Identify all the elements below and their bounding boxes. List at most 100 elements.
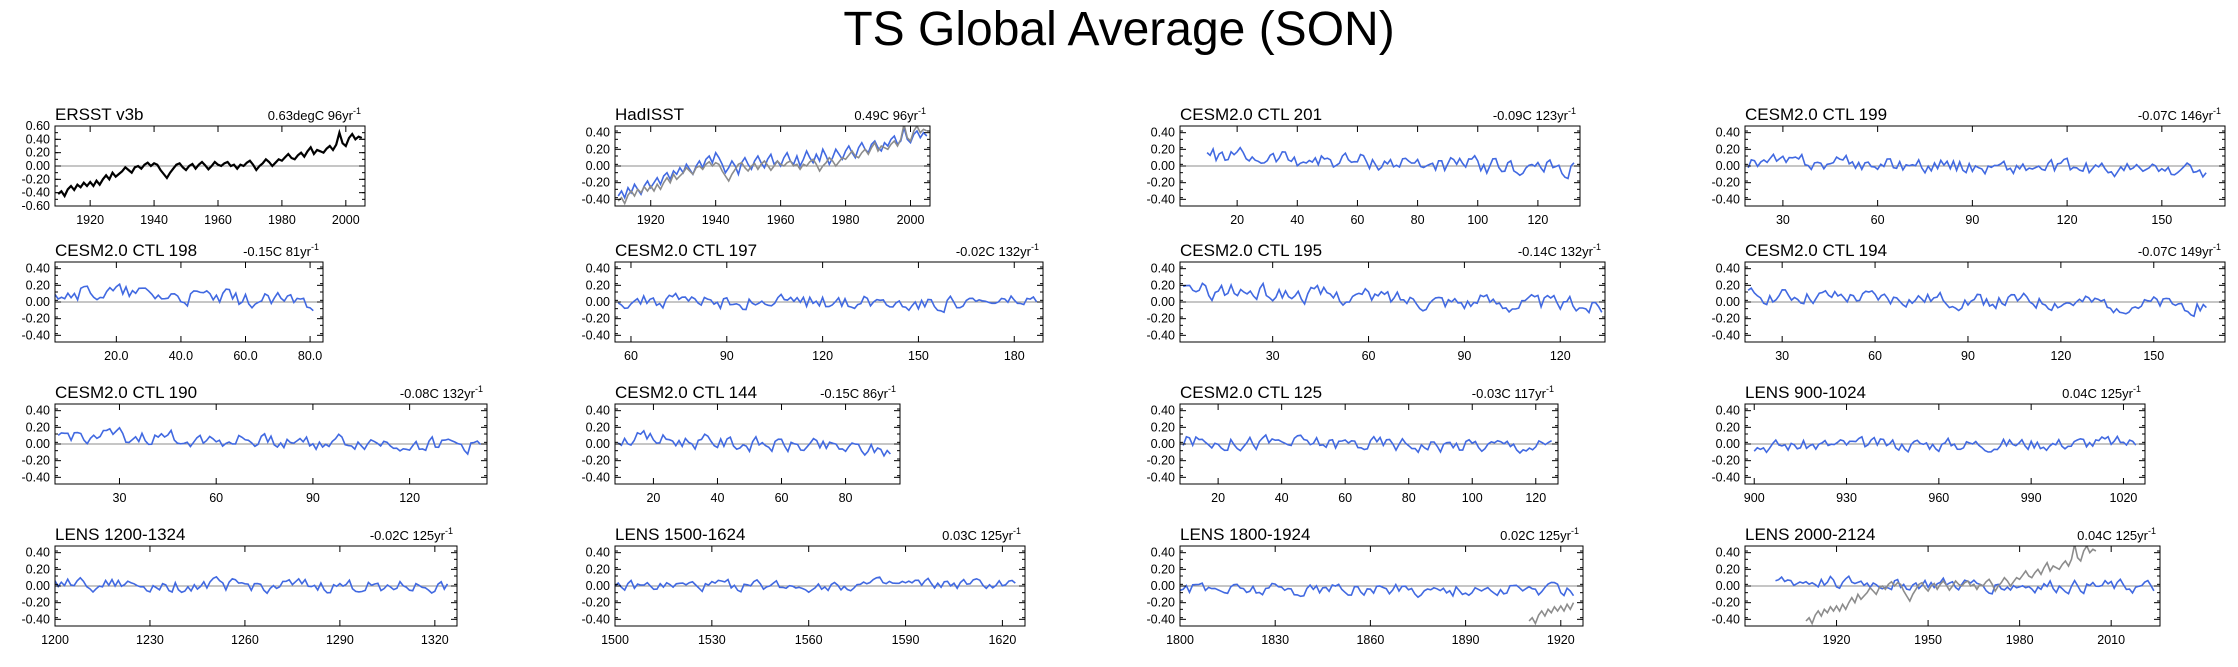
y-tick-label: -0.40 [1147, 192, 1176, 206]
x-tick-label: 90 [1961, 349, 1975, 363]
x-tick-label: 30 [1776, 213, 1790, 227]
y-tick-label: -0.40 [1147, 612, 1176, 626]
x-tick-label: 90 [720, 349, 734, 363]
x-tick-label: 120 [2050, 349, 2071, 363]
x-tick-label: 1960 [767, 213, 795, 227]
y-tick-label: -0.40 [1712, 192, 1741, 206]
x-tick-label: 1560 [795, 633, 823, 647]
x-tick-label: 20 [646, 491, 660, 505]
trend-unit-exponent: -1 [2213, 106, 2221, 116]
y-tick-label: -0.20 [22, 172, 51, 186]
y-tick-label: -0.40 [582, 612, 611, 626]
y-tick-label: 0.00 [1151, 579, 1175, 593]
panel-title: CESM2.0 CTL 198 [55, 241, 197, 260]
series-line [1528, 602, 1575, 626]
panel-title: CESM2.0 CTL 199 [1745, 105, 1887, 124]
x-tick-label: 60 [209, 491, 223, 505]
chart-panel: 0.40 0.20 0.00 -0.20 -0.40 1800 1830 1860 1890 19… [1147, 525, 1584, 647]
trend-unit-exponent: -1 [2213, 242, 2221, 252]
x-tick-label: 60 [1871, 213, 1885, 227]
y-tick-label: 0.00 [586, 579, 610, 593]
x-tick-label: 120 [399, 491, 420, 505]
trend-label: -0.15C 81yr-1 [243, 242, 319, 259]
x-tick-label: 60 [1868, 349, 1882, 363]
trend-unit-exponent: -1 [445, 526, 453, 536]
y-tick-label: 0.00 [1151, 295, 1175, 309]
x-tick-label: 150 [908, 349, 929, 363]
x-tick-label: 1200 [41, 633, 69, 647]
y-tick-label: -0.40 [1147, 328, 1176, 342]
series-line [617, 126, 928, 200]
x-tick-label: 80 [1402, 491, 1416, 505]
y-tick-label: 0.40 [1151, 404, 1175, 418]
panel-title: CESM2.0 CTL 195 [1180, 241, 1322, 260]
y-tick-label: -0.40 [582, 470, 611, 484]
x-tick-label: 1830 [1261, 633, 1289, 647]
series-line [1182, 433, 1552, 455]
x-tick-label: 1920 [1823, 633, 1851, 647]
y-tick-label: 0.20 [586, 142, 610, 156]
x-tick-label: 20 [1211, 491, 1225, 505]
x-tick-label: 1920 [76, 213, 104, 227]
x-tick-label: 1530 [698, 633, 726, 647]
y-tick-label: -0.60 [22, 199, 51, 213]
trend-label: 0.04C 125yr-1 [2077, 526, 2156, 543]
y-tick-label: -0.20 [1712, 454, 1741, 468]
x-tick-label: 1260 [231, 633, 259, 647]
y-tick-label: 0.20 [26, 420, 50, 434]
series-line [1206, 146, 1575, 180]
x-tick-label: 1500 [601, 633, 629, 647]
y-tick-label: 0.00 [26, 437, 50, 451]
y-tick-label: 0.20 [1151, 562, 1175, 576]
chart-panel: 0.600.400.200.00-0.20-0.40-0.60 1920 1940 1… [22, 105, 366, 227]
x-tick-label: 60 [1362, 349, 1376, 363]
y-tick-label: 0.00 [1151, 159, 1175, 173]
x-tick-label: 20 [1230, 213, 1244, 227]
series-line [1775, 575, 2155, 595]
y-tick-label: 0.20 [1716, 278, 1740, 292]
y-tick-label: 0.00 [1151, 437, 1175, 451]
x-tick-label: 1950 [1914, 633, 1942, 647]
x-tick-label: 80 [1411, 213, 1425, 227]
y-tick-label: 0.20 [586, 278, 610, 292]
y-tick-label: 0.00 [1716, 295, 1740, 309]
panel-title: LENS 1200-1324 [55, 525, 185, 544]
x-tick-label: 990 [2021, 491, 2042, 505]
chart-panel: 0.40 0.20 0.00 -0.20 -0.40 20 40 60 80 100 120 CESM… [1147, 105, 1581, 227]
y-tick-label: 0.20 [1716, 420, 1740, 434]
trend-label: -0.07C 149yr-1 [2138, 242, 2221, 259]
x-tick-label: 120 [1525, 491, 1546, 505]
x-tick-label: 1230 [136, 633, 164, 647]
y-tick-label: -0.40 [22, 186, 51, 200]
y-tick-label: 0.40 [1716, 262, 1740, 276]
trend-unit-exponent: -1 [1571, 526, 1579, 536]
y-tick-label: 0.40 [586, 546, 610, 560]
trend-label: -0.03C 117yr-1 [1472, 384, 1554, 401]
x-tick-label: 180 [1004, 349, 1025, 363]
trend-label: 0.04C 125yr-1 [2062, 384, 2141, 401]
x-tick-label: 120 [1527, 213, 1548, 227]
trend-label: -0.14C 132yr-1 [1518, 242, 1601, 259]
x-tick-label: 2000 [897, 213, 925, 227]
series-line [617, 292, 1038, 314]
chart-panel: 0.40 0.20 0.00 -0.20 -0.40 1920 1940 1960 1980 20… [582, 105, 931, 227]
chart-panel: 0.40 0.20 0.00 -0.20 -0.40 20 40 60 80 100 120 CESM… [1147, 383, 1559, 505]
y-tick-label: -0.20 [1147, 596, 1176, 610]
series-line [1180, 581, 1575, 599]
y-tick-label: 0.20 [1716, 562, 1740, 576]
y-tick-label: 0.00 [1716, 579, 1740, 593]
x-tick-label: 60 [1338, 491, 1352, 505]
x-tick-label: 90 [1457, 349, 1471, 363]
y-tick-label: -0.40 [22, 612, 51, 626]
x-tick-label: 80 [839, 491, 853, 505]
trend-label: -0.02C 125yr-1 [370, 526, 453, 543]
y-tick-label: -0.40 [22, 328, 51, 342]
chart-panel: 0.40 0.20 0.00 -0.20 -0.40 1500 1530 1560 1590 16… [582, 525, 1026, 647]
trend-label: -0.02C 132yr-1 [956, 242, 1039, 259]
y-tick-label: 0.20 [1151, 420, 1175, 434]
x-tick-label: 960 [1928, 491, 1949, 505]
x-tick-label: 1980 [2006, 633, 2034, 647]
y-tick-label: 0.00 [586, 295, 610, 309]
trend-label: 0.49C 96yr-1 [854, 106, 926, 123]
y-tick-label: 0.60 [26, 119, 50, 133]
